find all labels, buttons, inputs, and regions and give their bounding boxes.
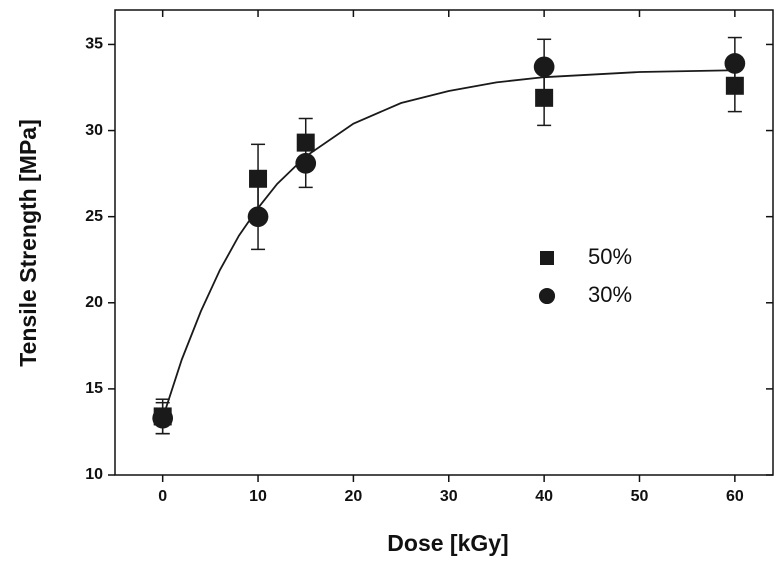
fit-curve: [161, 69, 735, 419]
x-tick-label: 50: [631, 488, 649, 505]
data-point: [724, 53, 746, 74]
legend-label: 50%: [588, 244, 632, 269]
plot-frame: [114, 9, 774, 476]
data-point: [247, 206, 269, 228]
y-axis-label: Tensile Strength [MPa]: [15, 119, 41, 367]
x-tick-label: 30: [440, 488, 458, 505]
x-tick-label: 40: [535, 488, 553, 505]
legend-marker: [540, 251, 554, 265]
y-tick-label: 30: [85, 122, 103, 139]
x-tick-label: 20: [345, 488, 363, 505]
data-point: [295, 152, 317, 174]
legend-label: 30%: [588, 282, 632, 307]
x-tick-label: 10: [249, 488, 267, 505]
x-tick-label: 60: [726, 488, 744, 505]
legend-marker: [538, 287, 556, 305]
data-point: [533, 56, 555, 78]
x-tick-label: 0: [158, 488, 167, 505]
y-tick-label: 10: [85, 466, 103, 483]
x-axis-label: Dose [kGy]: [387, 530, 508, 556]
y-tick-label: 20: [85, 294, 103, 311]
data-point: [535, 88, 554, 107]
y-tick-label: 35: [85, 36, 103, 53]
y-tick-label: 25: [85, 208, 103, 225]
y-tick-label: 15: [85, 380, 103, 397]
data-point: [152, 407, 174, 429]
